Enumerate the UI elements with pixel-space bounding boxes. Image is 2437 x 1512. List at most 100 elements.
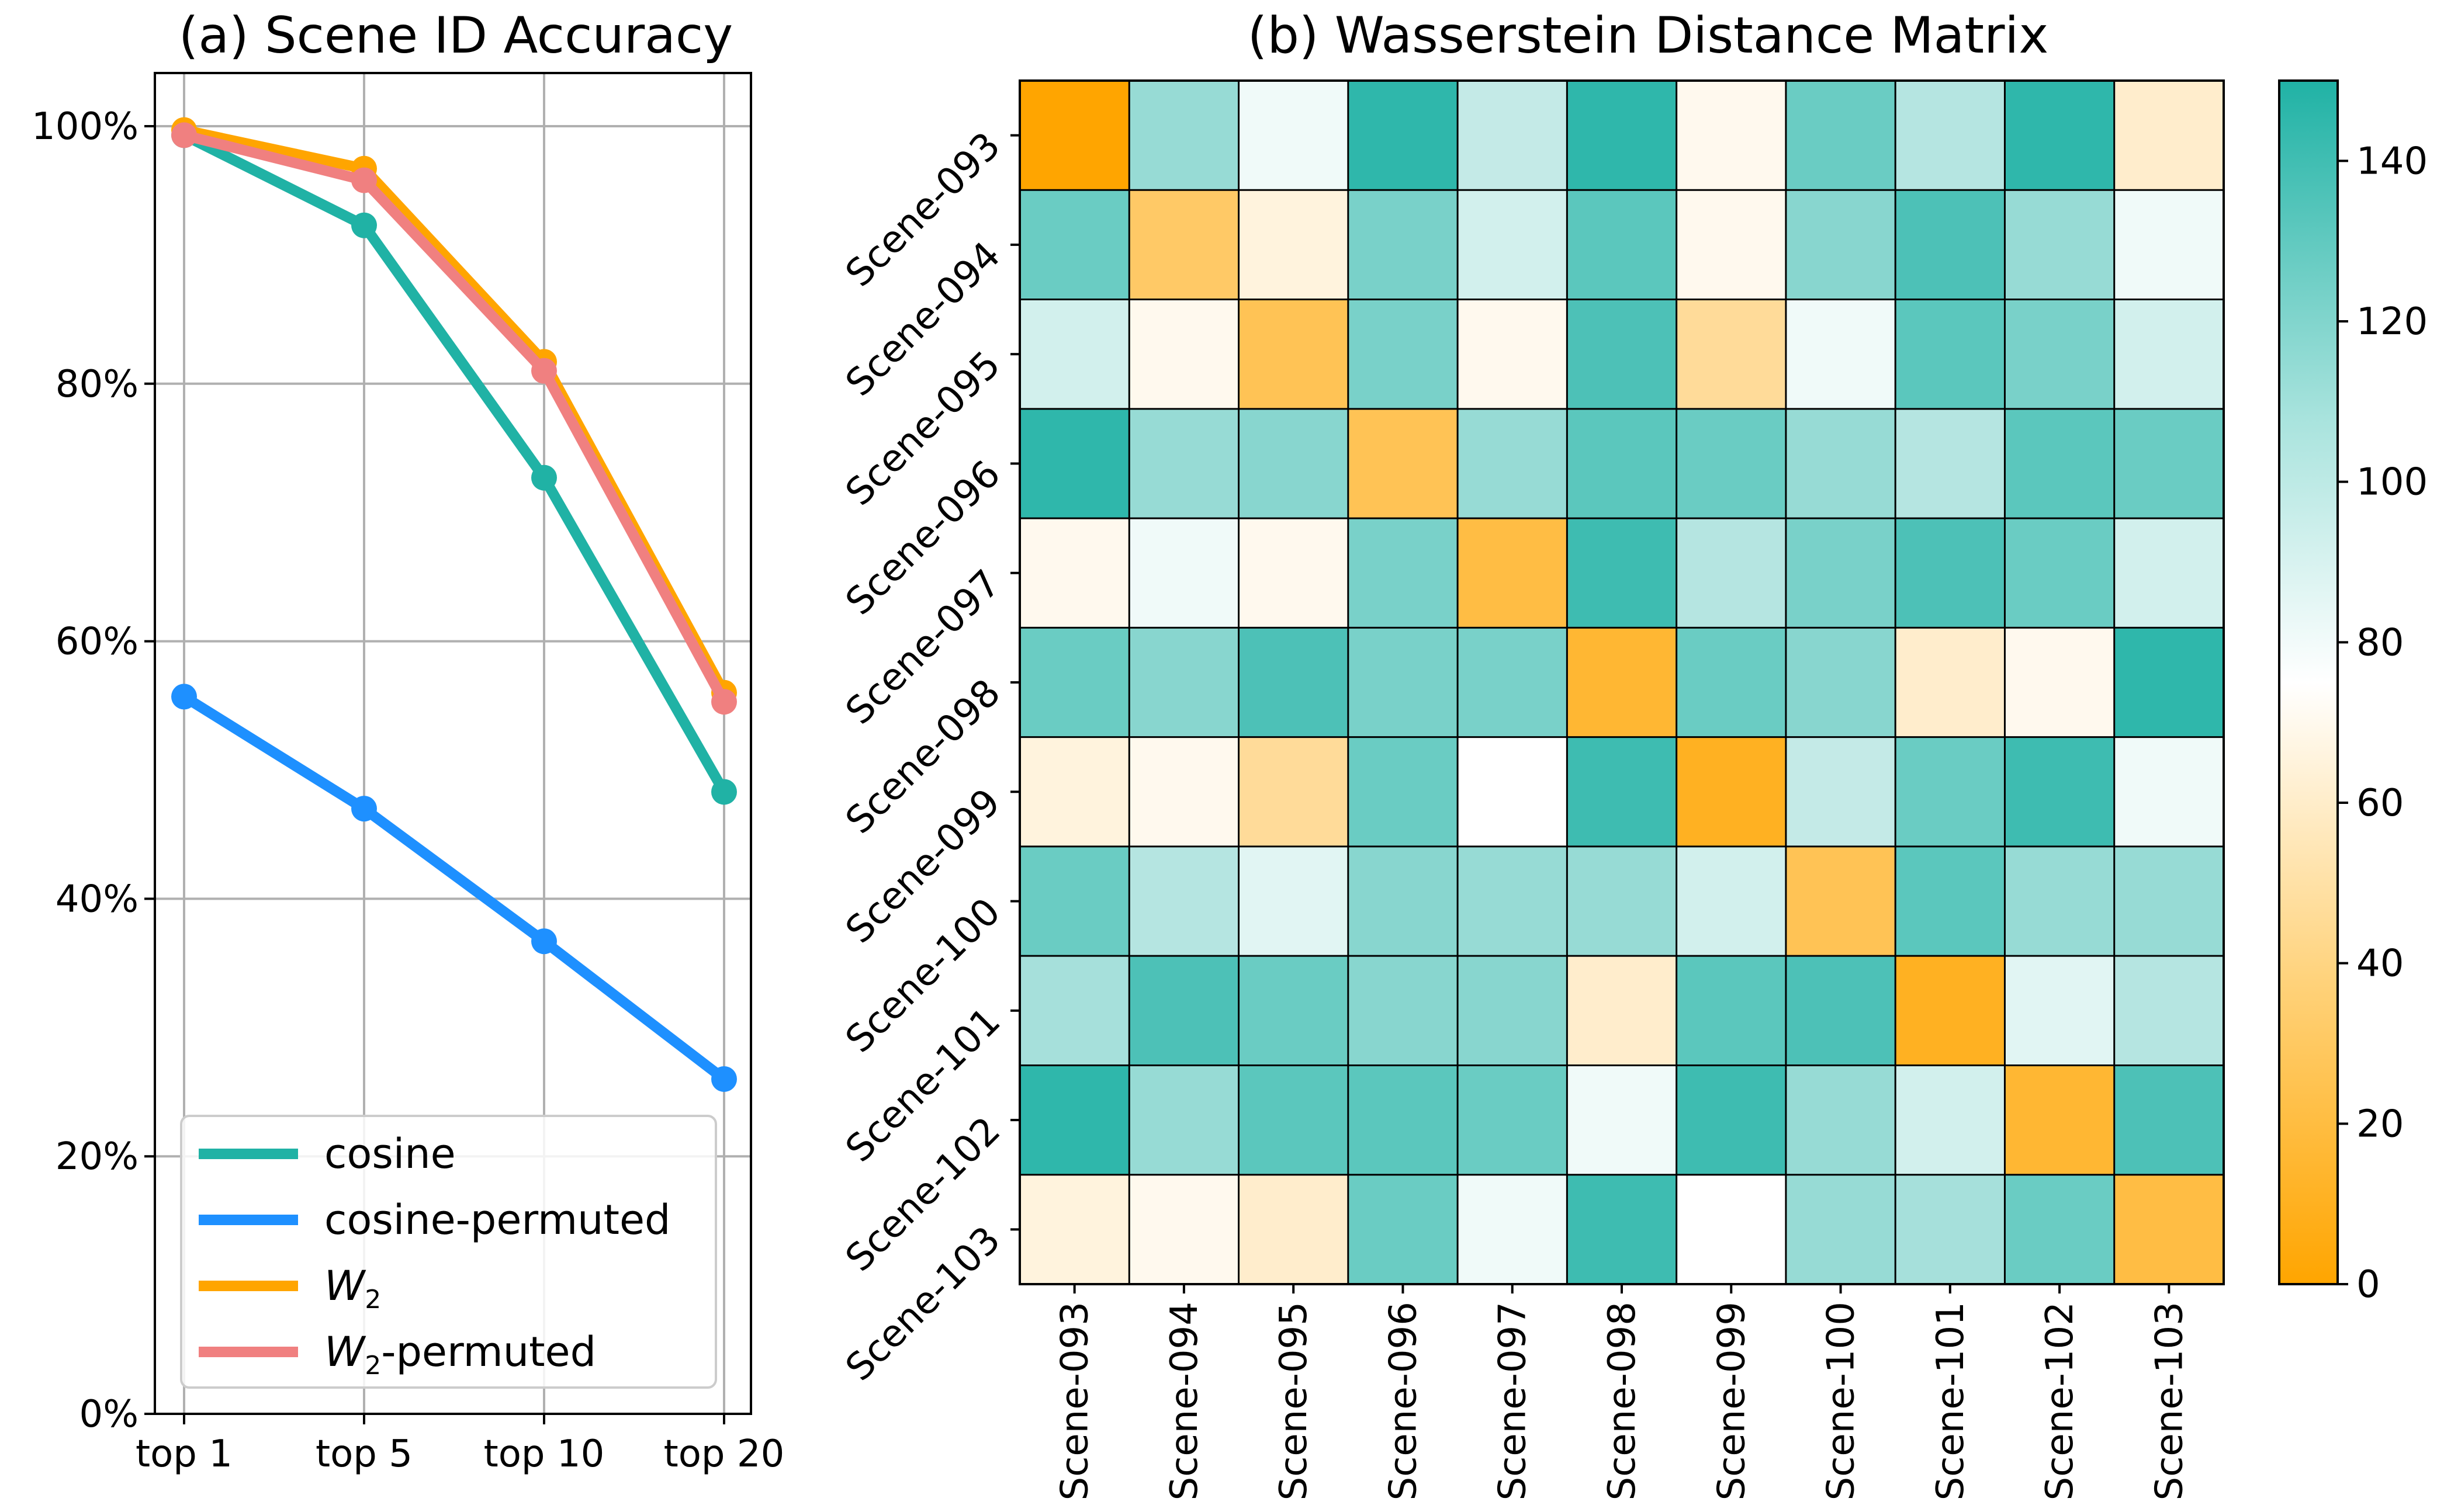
heatmap-cell xyxy=(1458,190,1567,300)
heatmap-cell xyxy=(1020,1065,1130,1175)
heatmap-cell xyxy=(1567,846,1677,956)
heatmap-cell xyxy=(1238,1065,1349,1175)
colorbar-tick-label: 60 xyxy=(2356,782,2404,825)
heatmap-cell xyxy=(1458,1065,1567,1175)
line-chart-title: (a) Scene ID Accuracy xyxy=(179,6,733,65)
series-line-W2 xyxy=(179,124,729,698)
heatmap-cell xyxy=(2005,190,2115,300)
heatmap-cell xyxy=(1458,518,1567,628)
heatmap-cell xyxy=(1676,299,1787,410)
heatmap-cell xyxy=(1129,627,1240,738)
heatmap-cell xyxy=(1238,1174,1349,1285)
heatmap-cell xyxy=(1785,518,1896,628)
legend-label-cosine-permuted: cosine-permuted xyxy=(324,1196,670,1244)
heatmap-cell xyxy=(1348,1174,1458,1285)
heatmap-cell xyxy=(1567,627,1677,738)
heatmap-cell xyxy=(1348,737,1458,847)
heatmap-cell xyxy=(1785,190,1896,300)
heatmap-cell xyxy=(2114,518,2224,628)
heatmap-cell xyxy=(1676,956,1787,1066)
heatmap-cell xyxy=(2114,846,2224,956)
heatmap-cell xyxy=(1020,408,1130,519)
heatmap-cell xyxy=(1785,956,1896,1066)
heatmap-cells xyxy=(1020,81,2224,1285)
heatmap-cell xyxy=(1129,408,1240,519)
heatmap-cell xyxy=(1785,1174,1896,1285)
heatmap-col-labels: Scene-093 Scene-094 Scene-095 Scene-096 Scen… xyxy=(1054,1284,2191,1500)
heatmap-cell xyxy=(2114,190,2224,300)
heatmap-cell xyxy=(1458,81,1567,190)
heatmap-cell xyxy=(1238,846,1349,956)
heatmap-cell xyxy=(1785,81,1896,190)
col-label: Scene-103 xyxy=(2148,1302,2191,1500)
heatmap-cell xyxy=(1785,299,1896,410)
legend-box xyxy=(180,1115,717,1389)
heatmap-cell xyxy=(1129,1065,1240,1175)
heatmap-cell xyxy=(2005,81,2115,190)
heatmap-cell xyxy=(1567,956,1677,1066)
heatmap-cell xyxy=(1348,518,1458,628)
line-y-axis: 0% 20% 40% 60% 80% 100% xyxy=(32,105,155,1436)
heatmap-title: (b) Wasserstein Distance Matrix xyxy=(1248,6,2048,65)
heatmap-cell xyxy=(1129,299,1240,410)
heatmap-cell xyxy=(1129,1174,1240,1285)
heatmap-cell xyxy=(1020,190,1130,300)
heatmap-cell xyxy=(2114,627,2224,738)
col-label: Scene-094 xyxy=(1163,1302,1206,1500)
x-tick-label: top 1 xyxy=(136,1433,233,1476)
heatmap-cell xyxy=(1895,737,2005,847)
col-label: Scene-101 xyxy=(1929,1302,1972,1500)
heatmap-cell xyxy=(2114,1174,2224,1285)
heatmap-cell xyxy=(1348,627,1458,738)
heatmap-cell xyxy=(2114,956,2224,1066)
heatmap-cell xyxy=(1129,956,1240,1066)
series-point-cosine-permuted xyxy=(171,684,197,710)
heatmap-cell xyxy=(1238,81,1349,190)
series-point-W2-permuted xyxy=(531,358,557,384)
heatmap-cell xyxy=(1020,299,1130,410)
heatmap-cell xyxy=(1020,956,1130,1066)
heatmap-cell xyxy=(1458,299,1567,410)
heatmap-cell xyxy=(1238,299,1349,410)
heatmap-cell xyxy=(1567,518,1677,628)
heatmap-cell xyxy=(1785,408,1896,519)
heatmap-cell xyxy=(1238,627,1349,738)
y-tick-label: 60% xyxy=(56,620,139,664)
heatmap-cell xyxy=(1348,956,1458,1066)
col-label: Scene-100 xyxy=(1820,1302,1863,1500)
heatmap-cell xyxy=(1895,518,2005,628)
heatmap-cell xyxy=(1676,846,1787,956)
heatmap-cell xyxy=(1785,846,1896,956)
heatmap-cell xyxy=(1348,846,1458,956)
heatmap-cell xyxy=(2005,956,2115,1066)
heatmap-cell xyxy=(1238,190,1349,300)
colorbar-tick-label: 100 xyxy=(2356,461,2428,504)
y-tick-label: 100% xyxy=(32,105,139,148)
series-point-W2-permuted xyxy=(171,122,197,148)
heatmap-cell xyxy=(1238,518,1349,628)
heatmap-cell xyxy=(1020,846,1130,956)
legend-label-cosine: cosine xyxy=(324,1130,456,1178)
heatmap-row-labels: Scene-093Scene-094Scene-095Scene-096Scen… xyxy=(837,124,1020,1389)
heatmap-cell xyxy=(1895,81,2005,190)
heatmap-cell xyxy=(2005,627,2115,738)
series-point-W2-permuted xyxy=(711,689,737,715)
legend-label-W2: W2 xyxy=(324,1262,381,1315)
heatmap-cell xyxy=(1895,299,2005,410)
heatmap-cell xyxy=(1458,737,1567,847)
series-line-cosine-permuted xyxy=(179,691,729,1084)
colorbar-tick-label: 120 xyxy=(2356,300,2428,344)
series-point-cosine-permuted xyxy=(531,928,557,955)
heatmap-cell xyxy=(1129,846,1240,956)
heatmap-cell xyxy=(2005,1174,2115,1285)
heatmap-cell xyxy=(2005,737,2115,847)
heatmap-cell xyxy=(1785,1065,1896,1175)
col-label: Scene-095 xyxy=(1272,1302,1316,1500)
heatmap-cell xyxy=(1129,190,1240,300)
colorbar-tick-label: 40 xyxy=(2356,942,2404,986)
heatmap-cell xyxy=(2114,737,2224,847)
heatmap-cell xyxy=(1348,408,1458,519)
heatmap-cell xyxy=(1238,408,1349,519)
heatmap-cell xyxy=(2005,408,2115,519)
line-plot-frame xyxy=(154,72,752,1415)
